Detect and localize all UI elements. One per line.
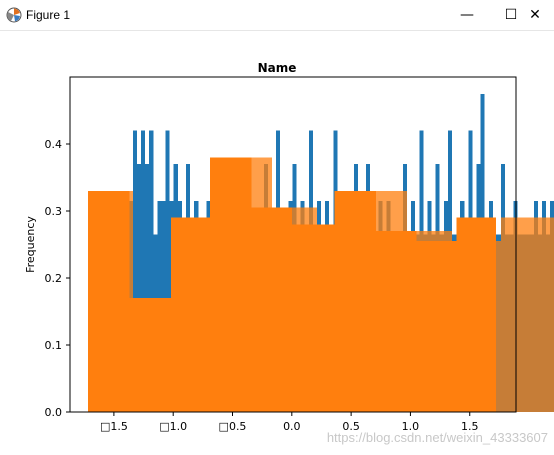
histogram-bar	[416, 241, 457, 412]
y-tick-label: 0.2	[45, 272, 63, 285]
histogram-bar	[165, 130, 170, 412]
y-tick-label: 0.3	[45, 205, 63, 218]
histogram-bar	[140, 130, 146, 412]
histogram-bar	[145, 164, 150, 412]
histogram-bar	[505, 217, 510, 412]
histogram-bar	[170, 217, 210, 412]
x-tick-label: □1.5	[100, 420, 128, 433]
window-titlebar: Figure 1 — ☐ ✕	[0, 0, 554, 31]
close-button[interactable]: ✕	[516, 0, 554, 30]
matplotlib-logo-icon	[6, 7, 22, 23]
y-axis-label: Frequency	[24, 216, 37, 273]
histogram-bar	[525, 217, 530, 412]
histogram-bar	[521, 217, 526, 412]
maximize-icon: ☐	[504, 7, 518, 23]
histogram-bar	[533, 217, 538, 412]
plot-title: Name	[257, 61, 297, 75]
histogram-bar	[546, 217, 551, 412]
histogram-bar	[517, 217, 522, 412]
histogram-bar	[334, 190, 377, 412]
y-tick-label: 0.0	[45, 406, 63, 419]
histogram-bar	[129, 298, 171, 412]
histogram-bar	[136, 164, 141, 412]
x-tick-label: □0.5	[219, 420, 247, 433]
histogram-bar	[376, 231, 417, 412]
x-tick-label: 0.0	[283, 420, 301, 433]
histogram-bar	[509, 217, 514, 412]
x-axis-ticks: □1.5 □1.0 □0.5 0.0 0.5 1.0 1.5	[100, 412, 479, 433]
histogram-bar	[291, 224, 335, 412]
x-tick-label: 0.5	[342, 420, 360, 433]
y-axis-ticks: 0.0 0.1 0.2 0.3 0.4	[45, 138, 70, 419]
chart-bars	[87, 93, 554, 412]
histogram-bar	[456, 217, 496, 412]
watermark-text: https://blog.csdn.net/weixin_43333607	[326, 430, 548, 445]
histogram-bar	[149, 130, 154, 412]
histogram-bar	[542, 217, 547, 412]
maximize-button[interactable]: ☐	[488, 0, 534, 30]
close-icon: ✕	[529, 7, 541, 23]
x-tick-label: □1.0	[159, 420, 187, 433]
histogram-bar	[513, 217, 518, 412]
minimize-button[interactable]: —	[444, 0, 490, 30]
minimize-icon: —	[460, 7, 474, 23]
histogram-bar	[209, 157, 252, 412]
window-title: Figure 1	[26, 8, 71, 22]
histogram-bar	[87, 190, 130, 412]
histogram-bar	[529, 217, 534, 412]
x-tick-label: 1.0	[402, 420, 420, 433]
y-tick-label: 0.4	[45, 138, 63, 151]
axes-frame	[69, 76, 517, 413]
y-tick-label: 0.1	[45, 339, 63, 352]
histogram-bar	[550, 217, 554, 412]
histogram-chart: □1.5 □1.0 □0.5 0.0 0.5 1.0 1.5 0.0 0.1 0.2 0.3 0.4…	[24, 76, 554, 433]
histogram-bar	[251, 207, 292, 412]
histogram-bar	[501, 217, 506, 412]
histogram-bar	[537, 217, 543, 412]
x-tick-label: 1.5	[461, 420, 479, 433]
histogram-bar	[132, 130, 137, 412]
histogram-bar	[497, 241, 502, 412]
